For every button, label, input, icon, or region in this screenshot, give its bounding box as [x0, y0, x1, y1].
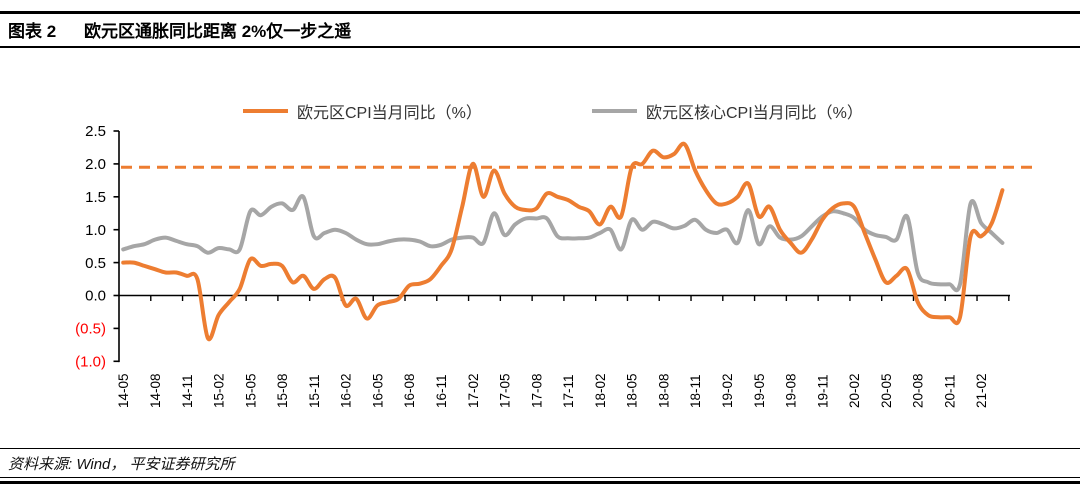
x-tick-label: 19-02 — [720, 373, 735, 408]
x-tick-label: 16-05 — [370, 373, 385, 408]
header-rule — [0, 46, 1080, 48]
y-tick-label: 2.0 — [85, 156, 106, 173]
x-tick-label: 18-08 — [656, 373, 671, 408]
x-tick-label: 20-08 — [911, 373, 926, 408]
x-tick-label: 18-05 — [625, 373, 640, 408]
x-tick-label: 14-11 — [180, 374, 195, 408]
x-tick-label: 20-05 — [879, 373, 894, 408]
x-tick-label: 14-08 — [148, 373, 163, 408]
axes — [118, 131, 1010, 363]
x-tick-label: 20-02 — [847, 373, 862, 408]
y-tick-label: 0.0 — [85, 288, 106, 305]
x-tick-label: 18-02 — [593, 373, 608, 408]
cpi-line-swatch — [243, 108, 288, 114]
footer-rule-thin — [0, 477, 1080, 478]
legend-label-cpi: 欧元区CPI当月同比（%） — [297, 105, 482, 122]
footer-rule-top — [0, 448, 1080, 449]
figure-label: 图表 2 — [8, 22, 57, 41]
y-tick-label: (0.5) — [75, 321, 106, 338]
legend-item-core: 欧元区核心CPI当月同比（%） — [592, 101, 863, 122]
page-title: 欧元区通胀同比距离 2%仅一步之遥 — [84, 22, 352, 41]
x-tick-label: 17-05 — [498, 373, 513, 408]
x-tick-label: 17-08 — [529, 373, 544, 408]
x-axis-ticks — [150, 295, 1010, 301]
x-tick-label: 16-11 — [434, 374, 449, 408]
series-cpi-line — [121, 141, 1005, 342]
x-tick-label: 17-11 — [561, 374, 576, 408]
x-tick-label: 19-05 — [752, 373, 767, 408]
x-tick-label: 17-02 — [466, 373, 481, 408]
source-text: 资料来源: Wind， 平安证券研究所 — [8, 456, 235, 473]
top-rule — [0, 11, 1080, 14]
x-tick-label: 21-02 — [974, 373, 989, 408]
x-tick-label: 19-11 — [815, 374, 830, 408]
x-tick-label: 15-08 — [275, 373, 290, 408]
core-cpi-line-swatch — [592, 108, 637, 114]
legend-label-core-cpi: 欧元区核心CPI当月同比（%） — [646, 105, 863, 122]
y-tick-label: 0.5 — [85, 255, 106, 272]
x-tick-label: 14-05 — [116, 373, 131, 408]
y-axis-ticks: 2.5 2.0 1.5 1.0 0.5 0.0 (0.5) (1.0) — [75, 123, 119, 371]
x-tick-label: 15-02 — [212, 373, 227, 408]
y-tick-label: 1.5 — [85, 189, 106, 206]
y-tick-label: 2.5 — [85, 123, 106, 140]
y-tick-label: (1.0) — [75, 354, 106, 371]
x-tick-label: 15-05 — [243, 373, 258, 408]
x-axis-labels: 14-05 14-08 14-11 15-02 15-05 15-08 15-11 16-02… — [116, 373, 989, 408]
x-tick-label: 16-02 — [339, 373, 354, 408]
footer-rule-thick — [0, 481, 1080, 484]
y-tick-label: 1.0 — [85, 222, 106, 239]
x-tick-label: 15-11 — [307, 374, 322, 408]
x-tick-label: 16-08 — [402, 373, 417, 408]
x-tick-label: 18-11 — [688, 374, 703, 408]
legend-item-cpi: 欧元区CPI当月同比（%） — [243, 101, 482, 122]
x-tick-label: 19-08 — [784, 373, 799, 408]
x-tick-label: 20-11 — [943, 374, 958, 408]
series-core-cpi-line — [121, 194, 1005, 293]
